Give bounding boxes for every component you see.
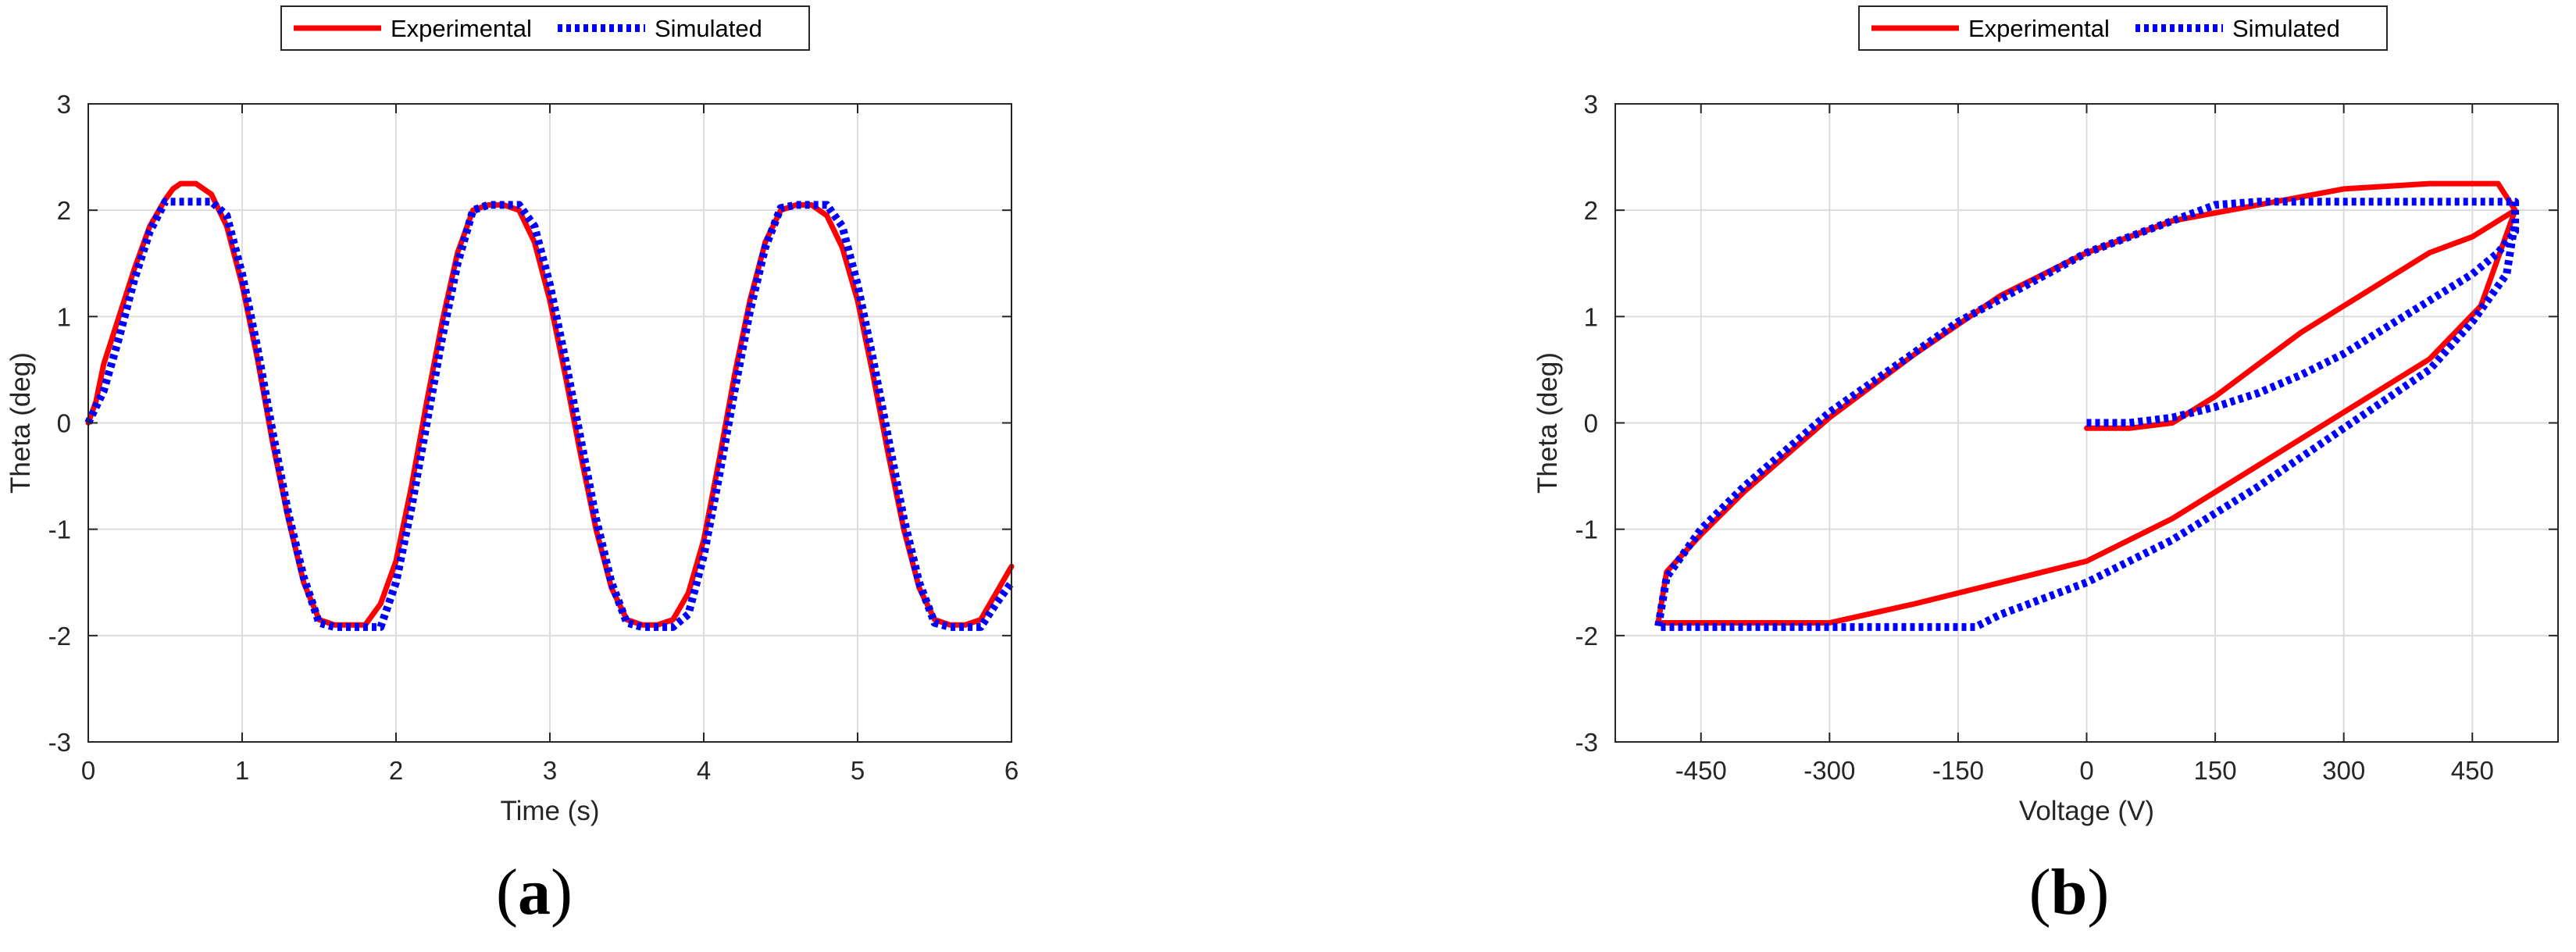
y-tick-label: 1: [1584, 302, 1598, 331]
y-tick-label: -1: [1575, 515, 1598, 544]
y-tick-label: -2: [48, 622, 71, 651]
x-tick-label: 2: [389, 756, 403, 785]
y-tick-label: 2: [1584, 196, 1598, 225]
y-tick-label: 0: [57, 409, 71, 438]
x-tick-label: 1: [235, 756, 249, 785]
chart-b: -450 -300 -150 0 150 300 450 -3 -2 -1 0 1 2 3 Voltage …: [1532, 5, 2559, 929]
y-tick-label: -3: [1575, 728, 1598, 757]
y-axis-label: Theta (deg): [1532, 352, 1563, 494]
legend: Experimental Simulated: [280, 5, 810, 51]
x-tick-label: -450: [1675, 756, 1727, 785]
series-line-simulated: [1654, 198, 2520, 631]
chart-a: 0 1 2 3 4 5 6 -3 -2 -1 0 1 2 3 Time (s) Theta (deg) Expe…: [5, 5, 1019, 929]
y-tick-label: -1: [48, 515, 71, 544]
y-tick-label: 3: [57, 90, 71, 119]
legend-entry-experimental: Experimental: [1968, 15, 2110, 42]
y-tick-label: 2: [57, 196, 71, 225]
x-tick-label: 300: [2322, 756, 2365, 785]
x-tick-label: 6: [1004, 756, 1019, 785]
x-tick-label: 150: [2194, 756, 2237, 785]
legend-entry-simulated: Simulated: [655, 15, 762, 42]
y-tick-label: -3: [48, 728, 71, 757]
y-tick-label: 1: [57, 302, 71, 331]
x-axis-label: Time (s): [500, 796, 599, 826]
x-tick-label: 0: [2079, 756, 2093, 785]
x-tick-label: 4: [697, 756, 711, 785]
y-tick-label: 3: [1584, 90, 1598, 119]
x-tick-label: 450: [2451, 756, 2494, 785]
y-tick-label: 0: [1584, 409, 1598, 438]
legend: Experimental Simulated: [1858, 5, 2388, 51]
panel-label: (b): [2029, 856, 2110, 929]
legend-entry-simulated: Simulated: [2232, 15, 2340, 42]
y-tick-label: -2: [1575, 622, 1598, 651]
legend-entry-experimental: Experimental: [391, 15, 532, 42]
y-axis-label: Theta (deg): [5, 352, 36, 494]
x-tick-label: -300: [1804, 756, 1855, 785]
panel-label: (a): [496, 856, 573, 929]
series-line-simulated: [84, 198, 1015, 631]
x-axis-label: Voltage (V): [2019, 796, 2154, 826]
x-tick-label: 5: [851, 756, 865, 785]
x-tick-label: 3: [543, 756, 557, 785]
x-tick-label: -150: [1932, 756, 1984, 785]
x-tick-label: 0: [81, 756, 95, 785]
